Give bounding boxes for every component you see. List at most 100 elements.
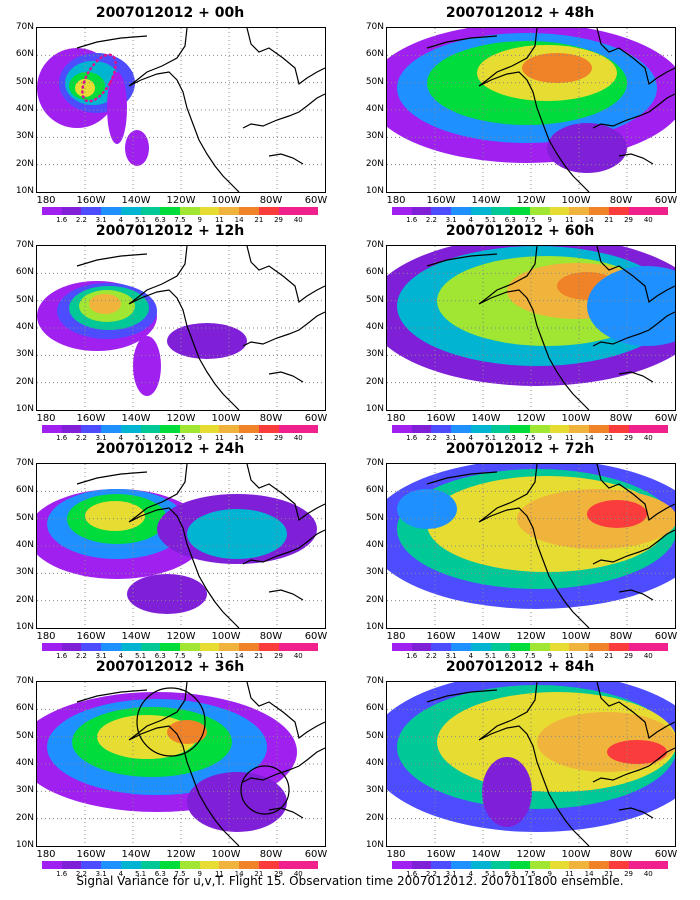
colorbar-label: 40 xyxy=(293,652,303,660)
colorbar-swatch xyxy=(298,643,319,651)
lon-label: 160W xyxy=(426,195,456,206)
colorbar-swatch xyxy=(451,425,471,433)
coastline xyxy=(426,28,675,192)
lon-label: 120W xyxy=(516,849,546,860)
colorbar-swatch xyxy=(589,207,609,215)
colorbar-swatch xyxy=(569,425,590,433)
colorbar-label: 4 xyxy=(118,434,124,442)
target-circle xyxy=(136,687,206,757)
lon-label: 80W xyxy=(609,849,633,860)
colorbar-swatch xyxy=(140,425,161,433)
map-frame xyxy=(386,463,676,629)
colorbar-swatch xyxy=(298,425,319,433)
colorbar-label: 7.5 xyxy=(524,216,536,224)
panel-title: 2007012012 + 36h xyxy=(95,659,245,675)
colorbar-swatch xyxy=(451,207,471,215)
colorbar-swatch xyxy=(411,207,432,215)
figure-caption: Signal Variance for u,v,T. Flight 15. Ob… xyxy=(76,874,624,888)
lat-label: 10N xyxy=(15,622,34,632)
colorbar-swatch xyxy=(81,643,102,651)
lat-label: 40N xyxy=(15,104,34,114)
variance-contour xyxy=(187,772,287,832)
colorbar-swatch xyxy=(298,861,319,869)
colorbar-swatch xyxy=(530,207,550,215)
lon-label: 160W xyxy=(76,195,106,206)
lat-label: 70N xyxy=(15,240,34,250)
colorbar-swatch xyxy=(219,643,240,651)
colorbar-label: 6.3 xyxy=(504,652,516,660)
colorbar-label: 11 xyxy=(564,434,574,442)
colorbar-label: 6.3 xyxy=(154,434,166,442)
colorbar-label: 40 xyxy=(643,870,653,878)
colorbar-swatch xyxy=(549,425,570,433)
colorbar-swatch xyxy=(199,643,220,651)
colorbar-swatch xyxy=(160,425,181,433)
colorbar-label: 3.1 xyxy=(95,652,107,660)
colorbar-label: 1.6 xyxy=(406,434,418,442)
lat-label: 40N xyxy=(15,540,34,550)
lon-label: 160W xyxy=(426,849,456,860)
colorbar-swatch xyxy=(431,643,452,651)
colorbar-swatch xyxy=(239,207,259,215)
colorbar-swatch xyxy=(42,207,62,215)
colorbar-swatch xyxy=(569,643,590,651)
colorbar-swatch xyxy=(490,861,511,869)
colorbar-label: 5.1 xyxy=(134,216,147,224)
variance-contour xyxy=(127,574,207,614)
lat-label: 30N xyxy=(15,567,34,578)
map-panel: 2007012012 + 36h 70N 60N 50N 40N 30N 20N 10N 180… xyxy=(0,659,340,879)
lon-label: 100W xyxy=(211,413,241,424)
lat-label: 10N xyxy=(365,186,384,196)
lon-label: 160W xyxy=(426,413,456,424)
colorbar-swatch xyxy=(120,207,141,215)
colorbar-label: 11 xyxy=(564,870,574,878)
colorbar-swatch xyxy=(140,207,161,215)
colorbar-label: 3.1 xyxy=(445,216,457,224)
colorbar-label: 29 xyxy=(624,870,634,878)
variance-contour xyxy=(107,72,127,144)
colorbar-label: 3.1 xyxy=(95,870,107,878)
lat-label: 20N xyxy=(15,594,34,605)
colorbar-label: 11 xyxy=(564,652,574,660)
colorbar-label: 7.5 xyxy=(174,870,186,878)
colorbar-swatch xyxy=(199,425,220,433)
colorbar-swatch xyxy=(589,861,609,869)
lat-label: 30N xyxy=(365,785,384,796)
variance-contour xyxy=(397,489,457,529)
colorbar-label: 9 xyxy=(197,434,202,442)
colorbar-swatch xyxy=(510,643,531,651)
colorbar-swatch xyxy=(298,207,319,215)
colorbar-label: 1.6 xyxy=(56,870,68,878)
colorbar-label: 2.2 xyxy=(425,434,437,442)
lat-label: 50N xyxy=(365,76,384,87)
lon-label: 140W xyxy=(471,849,501,860)
lon-label: 120W xyxy=(516,195,546,206)
lat-label: 20N xyxy=(365,376,384,387)
colorbar-label: 2.2 xyxy=(425,870,437,878)
lat-label: 30N xyxy=(15,131,34,142)
lat-label: 50N xyxy=(15,730,34,741)
colorbar-label: 11 xyxy=(214,216,224,224)
colorbar-swatch xyxy=(258,207,279,215)
lon-label: 140W xyxy=(121,631,151,642)
colorbar xyxy=(392,207,669,215)
colorbar-swatch xyxy=(648,207,669,215)
lon-label: 180 xyxy=(36,195,56,206)
colorbar-label: 4 xyxy=(118,216,124,224)
coastline xyxy=(76,682,325,846)
lat-label: 70N xyxy=(15,22,34,32)
colorbar xyxy=(42,207,319,215)
lon-label: 100W xyxy=(561,413,591,424)
colorbar-label: 11 xyxy=(214,870,224,878)
lon-label: 80W xyxy=(259,413,283,424)
colorbar-swatch xyxy=(470,425,491,433)
colorbar-label: 14 xyxy=(584,216,594,224)
coastline xyxy=(76,28,325,192)
colorbar-swatch xyxy=(199,861,220,869)
colorbar-swatch xyxy=(61,861,82,869)
lat-label: 50N xyxy=(15,294,34,305)
lat-label: 30N xyxy=(365,567,384,578)
colorbar-label: 5.1 xyxy=(484,870,497,878)
lat-label: 70N xyxy=(365,676,384,686)
variance-contour xyxy=(522,53,592,83)
